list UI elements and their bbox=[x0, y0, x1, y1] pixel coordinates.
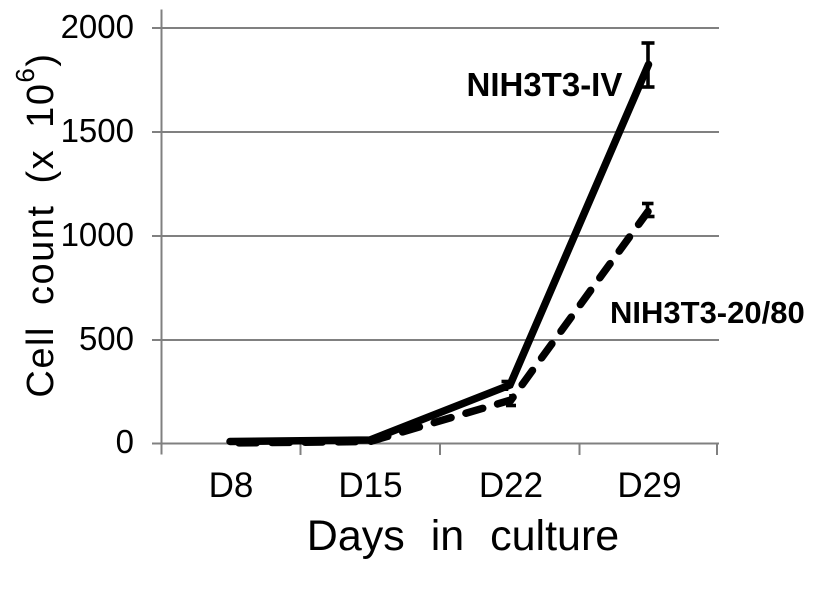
svg-text:NIH3T3-IV: NIH3T3-IV bbox=[467, 66, 623, 103]
svg-text:D8: D8 bbox=[209, 466, 254, 505]
svg-text:D22: D22 bbox=[479, 466, 543, 505]
svg-text:Days in culture: Days in culture bbox=[307, 512, 619, 560]
svg-text:0: 0 bbox=[116, 423, 134, 460]
svg-text:D29: D29 bbox=[617, 466, 681, 505]
svg-text:NIH3T3-20/80: NIH3T3-20/80 bbox=[610, 295, 805, 330]
svg-text:500: 500 bbox=[79, 320, 134, 357]
svg-text:D15: D15 bbox=[338, 466, 402, 505]
svg-text:2000: 2000 bbox=[61, 8, 134, 45]
svg-text:1500: 1500 bbox=[61, 112, 134, 149]
svg-text:1000: 1000 bbox=[61, 216, 134, 253]
